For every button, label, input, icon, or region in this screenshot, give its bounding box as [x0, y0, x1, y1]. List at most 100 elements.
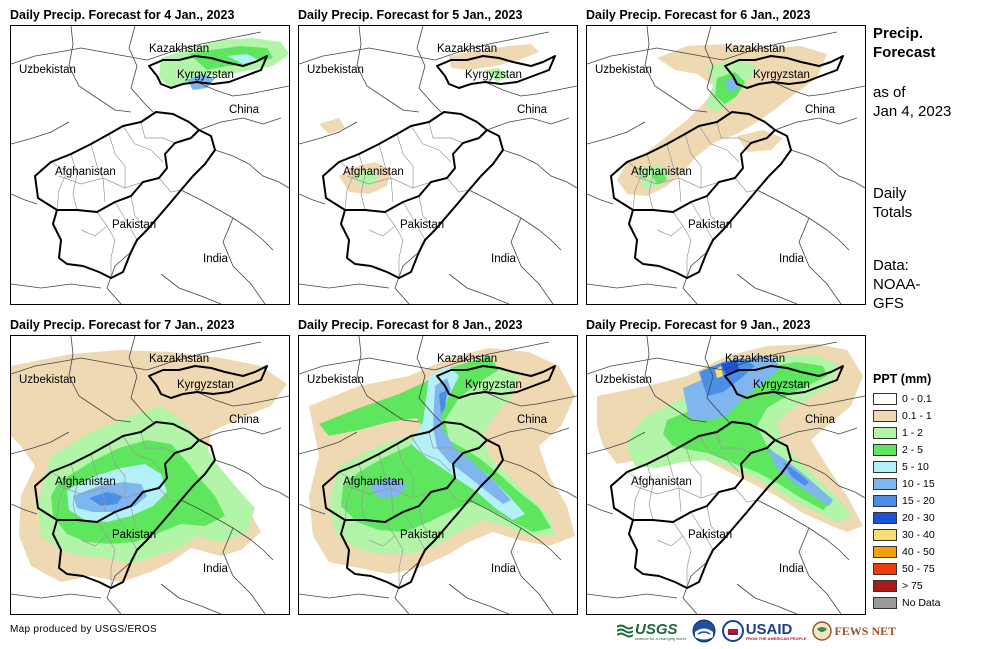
country-label-kyrgyzstan: Kyrgyzstan [753, 69, 810, 81]
legend-label: 40 - 50 [902, 545, 935, 558]
province-border [70, 153, 78, 211]
country-border [772, 391, 865, 407]
country-label-india: India [203, 253, 228, 265]
legend-label: No Data [902, 596, 941, 609]
totals-label: Totals [873, 204, 913, 221]
precip-area [369, 478, 407, 498]
country-label-india: India [203, 563, 228, 575]
province-border [716, 121, 752, 144]
province-border [358, 153, 366, 211]
country-border [772, 81, 865, 97]
province-border [50, 161, 68, 211]
province-border [70, 463, 78, 521]
data-source-line2: GFS [873, 295, 904, 312]
country-label-pakistan: Pakistan [112, 529, 157, 541]
country-label-afghanistan: Afghanistan [343, 166, 404, 178]
focus-country-outline [34, 365, 268, 589]
focus-country-outline [322, 55, 556, 279]
province-border [410, 125, 452, 163]
panel-title: Daily Precip. Forecast for 8 Jan., 2023 [298, 318, 523, 332]
legend: 0 - 0.1 0.1 - 1 1 - 2 2 - 5 5 - 10 10 - 15 15 … [873, 390, 973, 611]
country-border [128, 336, 154, 423]
province-border [402, 201, 426, 241]
country-border [704, 26, 730, 113]
country-label-pakistan: Pakistan [112, 219, 157, 231]
country-border [11, 593, 102, 599]
country-border [222, 527, 266, 614]
map-frame: Kazakhstan Uzbekistan Kyrgyzstan China Afgha… [10, 335, 290, 615]
country-border [448, 273, 510, 304]
country-border [736, 273, 798, 304]
country-border [644, 336, 708, 423]
map-frame: Kazakhstan Uzbekistan Kyrgyzstan China Afgha… [298, 335, 578, 615]
country-border [299, 121, 358, 145]
province-border [716, 431, 752, 454]
country-label-uzbekistan: Uzbekistan [307, 64, 364, 76]
country-label-uzbekistan: Uzbekistan [595, 374, 652, 386]
country-border [798, 217, 842, 304]
country-border [774, 117, 858, 131]
province-border [672, 211, 692, 278]
country-border [356, 336, 420, 423]
legend-label: 0.1 - 1 [902, 409, 932, 422]
country-border [510, 217, 554, 304]
country-border [587, 31, 838, 65]
legend-item: 50 - 75 [873, 560, 973, 577]
country-label-india: India [491, 253, 516, 265]
legend-title: PPT (mm) [873, 372, 932, 386]
country-label-pakistan: Pakistan [400, 219, 445, 231]
province-border [402, 511, 426, 551]
province-border [140, 121, 176, 144]
map-frame: Kazakhstan Uzbekistan Kyrgyzstan China Afgha… [298, 25, 578, 305]
province-border [706, 505, 724, 541]
country-border [11, 121, 70, 145]
country-border [736, 583, 798, 614]
admin-boundaries [299, 26, 577, 304]
country-border [68, 26, 132, 113]
legend-item: 20 - 30 [873, 509, 973, 526]
province-border [114, 201, 138, 241]
country-border [299, 283, 390, 289]
admin-boundaries [587, 26, 865, 304]
province-border [656, 225, 684, 237]
province-border [626, 161, 644, 211]
country-label-kyrgyzstan: Kyrgyzstan [753, 379, 810, 391]
province-border [446, 487, 470, 503]
country-border [356, 26, 420, 113]
daily-label: Daily [873, 185, 907, 202]
country-label-kazakhstan: Kazakhstan [437, 43, 498, 55]
map-frame: Kazakhstan Uzbekistan Kyrgyzstan China Afgha… [10, 25, 290, 305]
province-border [646, 463, 654, 521]
legend-label: 20 - 30 [902, 511, 935, 524]
forecast-panel-9-jan: Daily Precip. Forecast for 9 Jan., 2023 K… [586, 318, 866, 618]
country-label-kazakhstan: Kazakhstan [149, 43, 210, 55]
country-border [196, 81, 289, 97]
precip-area [355, 170, 379, 186]
province-border [358, 463, 366, 521]
fewsnet-globe-icon [812, 621, 833, 641]
fewsnet-wordmark: FEWS NET [834, 623, 897, 638]
legend-item: 40 - 50 [873, 543, 973, 560]
legend-label: 15 - 20 [902, 494, 935, 507]
country-label-kyrgyzstan: Kyrgyzstan [177, 69, 234, 81]
country-border [128, 26, 154, 113]
country-border [11, 31, 262, 65]
focus-country-outline [34, 55, 268, 279]
province-border [396, 133, 414, 188]
legend-label: 30 - 40 [902, 528, 935, 541]
province-border [734, 487, 758, 503]
province-border [122, 125, 164, 163]
panel-title: Daily Precip. Forecast for 5 Jan., 2023 [298, 8, 523, 22]
province-border [684, 443, 702, 498]
country-border [587, 431, 646, 455]
forecast-panel-4-jan: Daily Precip. Forecast for 4 Jan., 2023 K… [10, 8, 290, 308]
country-border [587, 503, 614, 515]
legend-label: 50 - 75 [902, 562, 935, 575]
province-border [90, 453, 106, 513]
usaid-wordmark: USAID [745, 620, 793, 638]
country-border [587, 121, 646, 145]
province-border [50, 471, 68, 521]
country-label-kyrgyzstan: Kyrgyzstan [177, 379, 234, 391]
legend-label: 1 - 2 [902, 426, 924, 439]
country-label-afghanistan: Afghanistan [343, 476, 404, 488]
